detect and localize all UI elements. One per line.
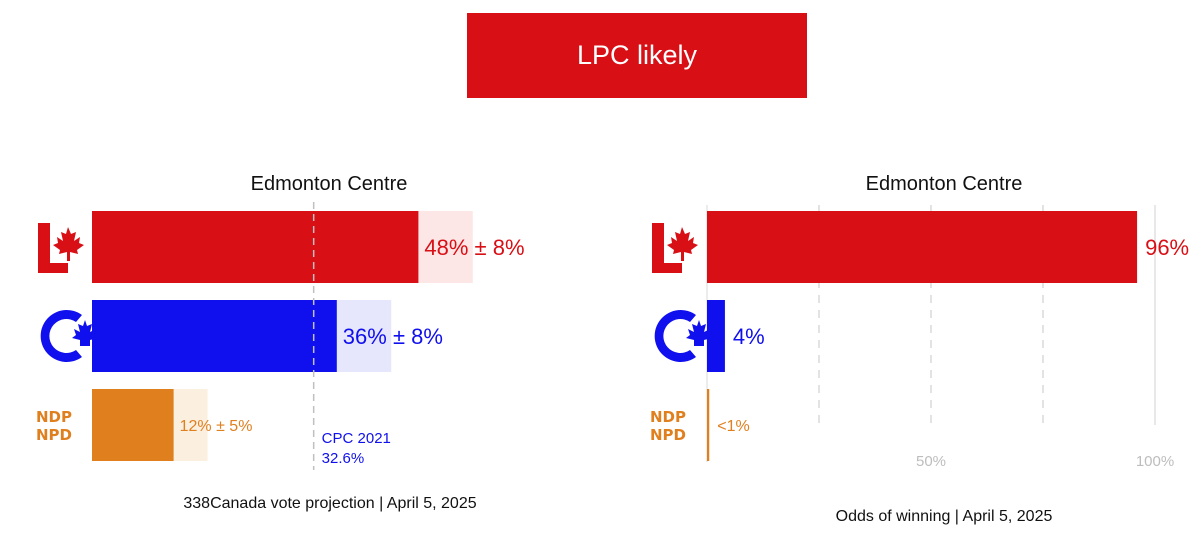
reference-label-line2: 32.6% <box>322 450 365 467</box>
reference-label-line1: CPC 2021 <box>322 430 391 447</box>
outcome-banner: LPC likely <box>467 13 807 98</box>
odds-bar-lpc <box>707 211 1138 283</box>
vote-chart-title: Edmonton Centre <box>251 173 408 195</box>
odds-bar-ndp <box>707 389 710 461</box>
vote-bar-ndp <box>92 389 174 461</box>
vote-label-lpc: 48% ± 8% <box>424 235 524 260</box>
ndp-logo-text: NDP <box>36 408 72 426</box>
odds-label-ndp: <1% <box>717 418 749 435</box>
vote-label-cpc: 36% ± 8% <box>343 324 443 349</box>
odds-tick-label: 100% <box>1136 453 1174 470</box>
conservative-logo-icon <box>654 310 712 362</box>
liberal-logo-icon <box>38 223 84 273</box>
odds-chart-footer: Odds of winning | April 5, 2025 <box>836 508 1053 525</box>
npd-logo-text: NPD <box>36 426 72 444</box>
odds-label-cpc: 4% <box>733 324 765 349</box>
odds-bar-cpc <box>707 300 725 372</box>
odds-label-lpc: 96% <box>1145 235 1189 260</box>
vote-bar-lpc <box>92 211 419 283</box>
npd-logo-text: NPD <box>650 426 686 444</box>
vote-chart-footer: 338Canada vote projection | April 5, 202… <box>183 495 476 512</box>
ndp-logo-text: NDP <box>650 408 686 426</box>
odds-tick-label: 50% <box>916 453 946 470</box>
odds-chart-title: Edmonton Centre <box>866 173 1023 195</box>
vote-label-ndp: 12% ± 5% <box>180 418 253 435</box>
liberal-logo-icon <box>652 223 698 273</box>
conservative-logo-icon <box>40 310 98 362</box>
vote-bar-cpc <box>92 300 337 372</box>
